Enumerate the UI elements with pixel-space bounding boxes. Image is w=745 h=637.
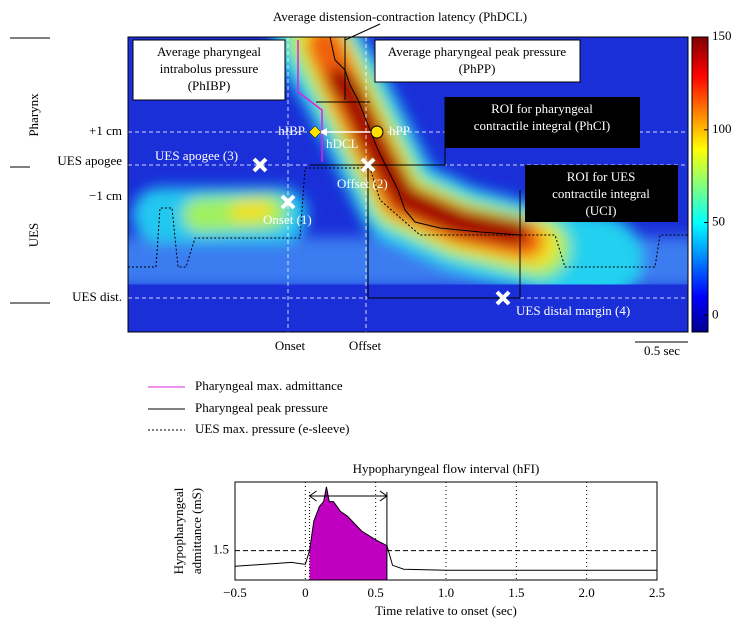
x-tick-label: 0 (302, 585, 309, 600)
legend-entry: UES max. pressure (e-sleeve) (195, 421, 350, 436)
time-label: 0.5 sec (644, 343, 680, 358)
x-tick-label: 2.0 (579, 585, 595, 600)
plot-frame (234, 481, 658, 581)
level-label: UES dist. (72, 289, 122, 304)
marker-label: hIBP (278, 123, 305, 138)
region-label: Pharynx (26, 93, 41, 137)
level-label: −1 cm (89, 188, 122, 203)
callout-text: contractile integral (PhCI) (474, 118, 610, 133)
callout-text: (UCI) (585, 203, 616, 218)
flow-area (309, 486, 387, 580)
figure-title: Average distension-contraction latency (… (273, 9, 527, 24)
colorbar-tick-label: 100 (712, 121, 732, 136)
legend-entry: Pharyngeal max. admittance (195, 378, 343, 393)
x-axis-label: Time relative to onset (sec) (375, 603, 517, 618)
callout-text: (PhIBP) (188, 78, 231, 93)
callout-text: Average pharyngeal (157, 44, 261, 59)
level-label: +1 cm (89, 123, 122, 138)
point-label: Offset (2) (337, 176, 388, 191)
time-label: Onset (275, 338, 306, 353)
line (234, 486, 657, 571)
point-label: Onset (1) (263, 212, 312, 227)
marker-label: hPP (389, 123, 410, 138)
x-tick-label: 1.5 (508, 585, 524, 600)
chart-title: Hypopharyngeal flow interval (hFI) (353, 461, 540, 476)
legend-entry: Pharyngeal peak pressure (195, 400, 328, 415)
x-tick-label: 2.5 (649, 585, 665, 600)
colorbar-tick-label: 50 (712, 214, 725, 229)
callout-text: intrabolus pressure (160, 61, 259, 76)
marker-label: hDCL (326, 136, 359, 151)
point-markers (252, 157, 511, 306)
y-axis-label: Hypopharyngeal (171, 487, 186, 574)
point-label: UES distal margin (4) (516, 303, 630, 318)
time-label: Offset (349, 338, 382, 353)
x-marker (495, 290, 511, 306)
colorbar-tick-label: 150 (712, 28, 732, 43)
callout-text: contractile integral (552, 186, 650, 201)
x-marker (280, 194, 296, 210)
region-label: UES (26, 223, 41, 248)
level-label: UES apogee (57, 153, 122, 168)
callout-text: (PhPP) (459, 61, 496, 76)
interval-arrow (308, 490, 388, 502)
x-tick-label: 1.0 (438, 585, 454, 600)
x-marker (360, 157, 376, 173)
point-label: UES apogee (3) (155, 148, 238, 163)
y-tick-label: 1.5 (213, 542, 229, 557)
y-axis-label: admittance (mS) (189, 488, 204, 574)
x-tick-label: −0.5 (223, 585, 247, 600)
colorbar (691, 36, 709, 333)
x-marker (252, 157, 268, 173)
x-tick-label: 0.5 (368, 585, 384, 600)
colorbar-tick-label: 0 (712, 306, 719, 321)
callout-text: ROI for UES (567, 169, 636, 184)
callout-text: ROI for pharyngeal (491, 101, 593, 116)
callout-text: Average pharyngeal peak pressure (388, 44, 567, 59)
